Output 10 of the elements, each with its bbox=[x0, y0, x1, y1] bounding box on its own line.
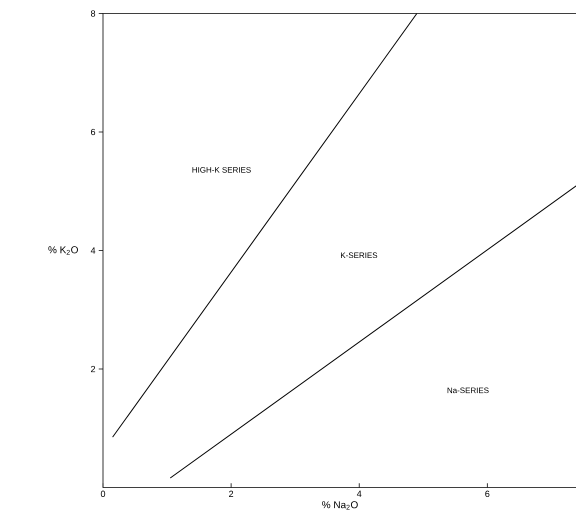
y-tick-label: 6 bbox=[91, 128, 96, 136]
y-axis-title: % K$_{2}$O bbox=[48, 246, 78, 255]
x-tick-label: 2 bbox=[229, 490, 234, 497]
x-tick-label: 6 bbox=[485, 490, 490, 498]
y-tick-label: 4 bbox=[90, 247, 96, 254]
x-axis-title: % Na$_{2}$O bbox=[322, 501, 358, 510]
y-tick-label: 8 bbox=[90, 10, 96, 17]
x-tick-label: 0 bbox=[100, 490, 106, 498]
y-tick-label: 2 bbox=[91, 366, 96, 372]
x-tick-label: 4 bbox=[356, 490, 362, 497]
